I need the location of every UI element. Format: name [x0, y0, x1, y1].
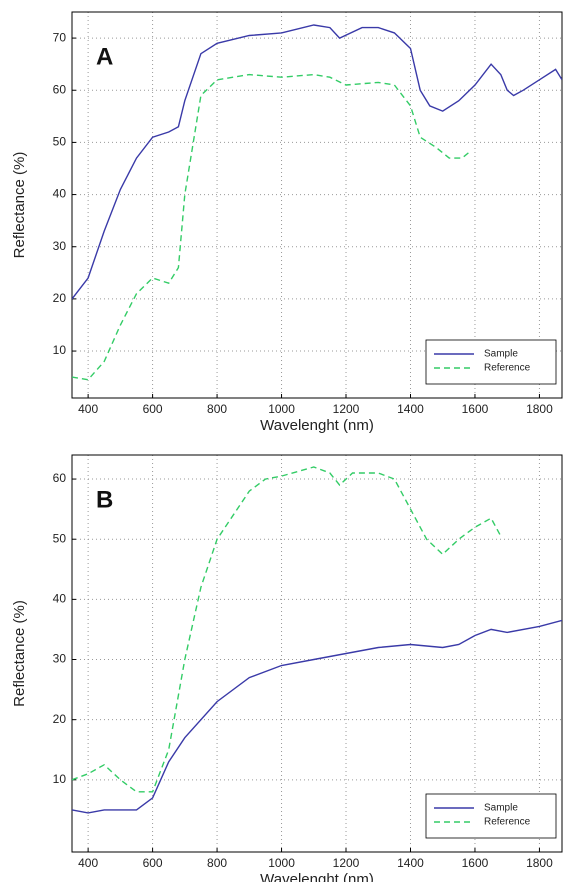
x-tick-label: 600: [143, 402, 163, 416]
data-line: [72, 619, 562, 814]
panel-label: A: [96, 43, 113, 70]
plot-frame: [71, 454, 563, 853]
plot-area: [72, 466, 562, 814]
x-tick-label: 400: [78, 402, 98, 416]
y-tick-label: 20: [53, 712, 67, 726]
x-tick-label: 1800: [526, 402, 553, 416]
y-tick-label: 10: [53, 343, 67, 357]
data-line: [72, 24, 562, 300]
x-tick-label: 1400: [397, 402, 424, 416]
legend-box: [425, 793, 557, 839]
x-tick-label: 1200: [333, 856, 360, 870]
y-tick-label: 50: [53, 531, 67, 545]
x-tick-label: 1600: [462, 856, 489, 870]
x-tick-label: 1400: [397, 856, 424, 870]
plot-frame: [71, 11, 563, 399]
y-tick-label: 40: [53, 187, 67, 201]
legend-label: Reference: [484, 363, 531, 374]
y-tick-label: 30: [53, 239, 67, 253]
data-line: [72, 73, 469, 381]
x-tick-label: 800: [207, 856, 227, 870]
legend-label: Reference: [484, 817, 531, 828]
x-axis-label: Wavelenght (nm): [260, 417, 374, 434]
x-axis-label: Wavelenght (nm): [260, 871, 374, 882]
y-tick-label: 30: [53, 652, 67, 666]
y-axis-label: Reflectance (%): [11, 600, 28, 707]
x-tick-label: 1000: [268, 856, 295, 870]
panel-label: B: [96, 486, 113, 513]
y-tick-label: 60: [53, 82, 67, 96]
y-tick-label: 50: [53, 135, 67, 149]
y-tick-label: 20: [53, 291, 67, 305]
y-axis-label: Reflectance (%): [11, 152, 28, 259]
y-tick-label: 40: [53, 592, 67, 606]
x-tick-label: 600: [143, 856, 163, 870]
x-tick-label: 1600: [462, 402, 489, 416]
legend-label: Sample: [484, 349, 518, 360]
y-tick-label: 10: [53, 772, 67, 786]
legend-box: [425, 339, 557, 385]
y-tick-label: 70: [53, 30, 67, 44]
x-tick-label: 400: [78, 856, 98, 870]
x-tick-label: 800: [207, 402, 227, 416]
y-tick-label: 60: [53, 471, 67, 485]
data-line: [72, 466, 502, 793]
plot-area: [72, 24, 562, 381]
x-tick-label: 1200: [333, 402, 360, 416]
x-tick-label: 1000: [268, 402, 295, 416]
legend-label: Sample: [484, 803, 518, 814]
x-tick-label: 1800: [526, 856, 553, 870]
